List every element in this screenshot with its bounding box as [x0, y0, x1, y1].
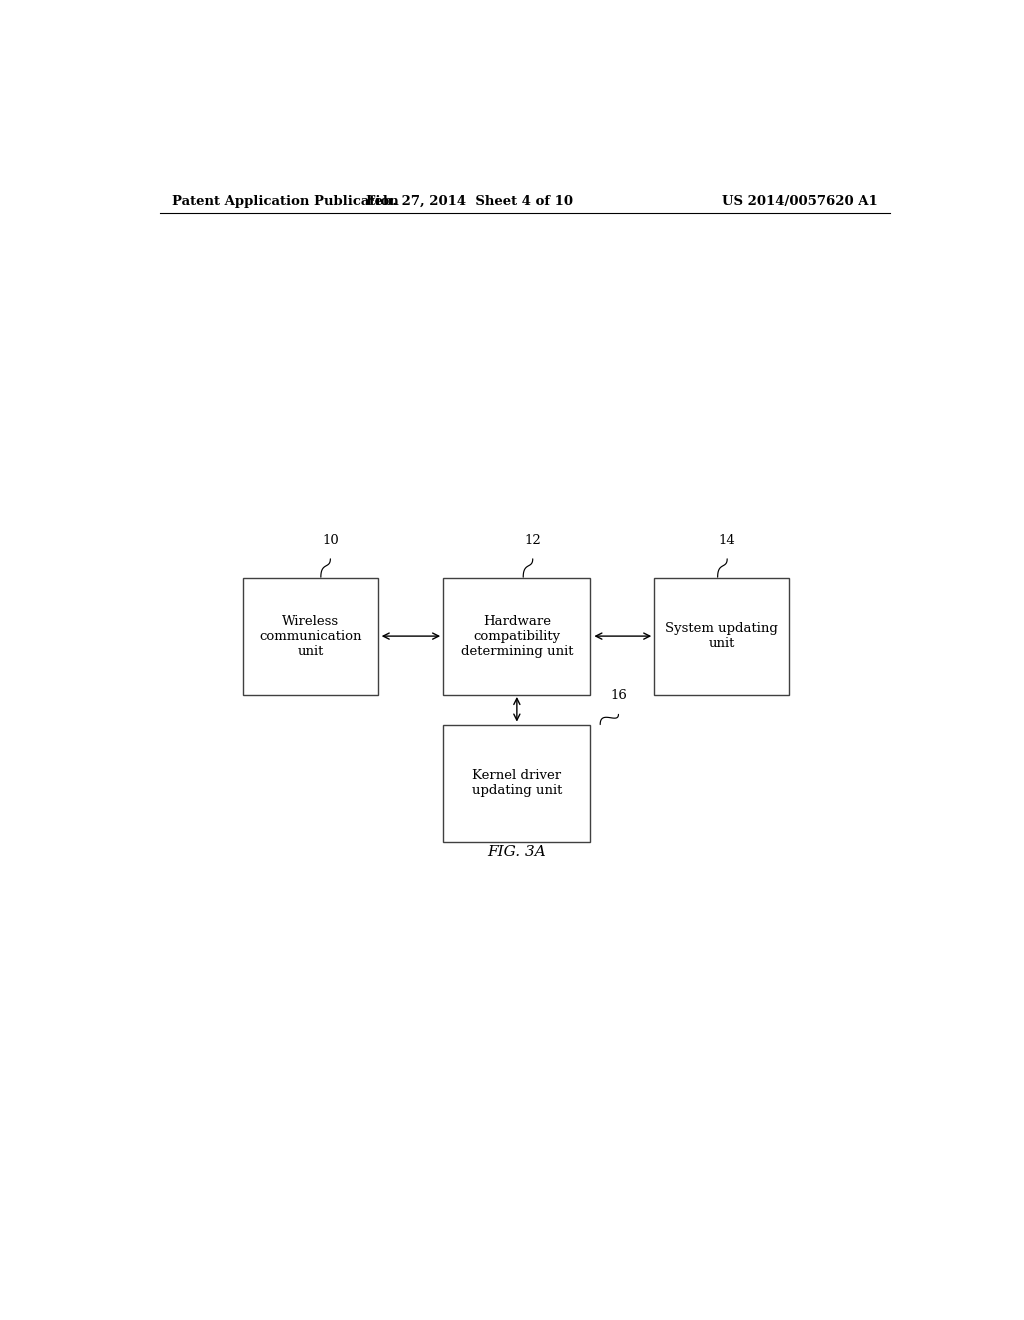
Text: Patent Application Publication: Patent Application Publication: [172, 194, 398, 207]
Text: US 2014/0057620 A1: US 2014/0057620 A1: [722, 194, 878, 207]
FancyBboxPatch shape: [654, 578, 790, 694]
Text: FIG. 3A: FIG. 3A: [487, 845, 546, 858]
FancyBboxPatch shape: [243, 578, 378, 694]
Text: Feb. 27, 2014  Sheet 4 of 10: Feb. 27, 2014 Sheet 4 of 10: [366, 194, 572, 207]
FancyBboxPatch shape: [443, 725, 590, 842]
Text: 12: 12: [524, 533, 541, 546]
Text: Kernel driver
updating unit: Kernel driver updating unit: [472, 770, 562, 797]
Text: 16: 16: [610, 689, 627, 702]
Text: 10: 10: [322, 533, 339, 546]
Text: Wireless
communication
unit: Wireless communication unit: [259, 615, 361, 657]
FancyBboxPatch shape: [443, 578, 590, 694]
Text: 14: 14: [719, 533, 735, 546]
Text: Hardware
compatibility
determining unit: Hardware compatibility determining unit: [461, 615, 573, 657]
Text: System updating
unit: System updating unit: [666, 622, 778, 651]
